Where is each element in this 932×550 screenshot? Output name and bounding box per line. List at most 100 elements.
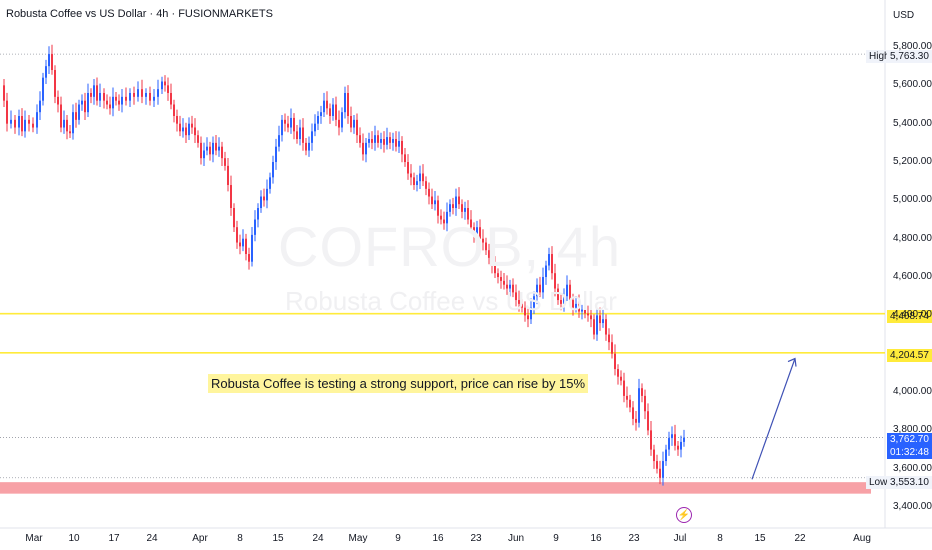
- candle-body: [109, 104, 111, 109]
- currency-label[interactable]: USD: [893, 10, 915, 21]
- candle-body: [203, 150, 205, 159]
- candle-body: [269, 177, 271, 189]
- candle-body: [121, 96, 123, 105]
- candle-body: [458, 196, 460, 205]
- x-tick-label: Mar: [25, 533, 43, 544]
- chart-title: Robusta Coffee vs US Dollar · 4h · FUSIO…: [6, 8, 273, 20]
- candle-body: [185, 127, 187, 136]
- candle-body: [245, 238, 247, 255]
- candle-body: [3, 85, 5, 101]
- candle-body: [311, 131, 313, 143]
- x-tick-label: 8: [237, 533, 243, 544]
- candle-body: [191, 123, 193, 128]
- candle-body: [617, 369, 619, 377]
- candle-body: [677, 445, 679, 450]
- candle-body: [650, 430, 652, 450]
- x-tick-label: Jul: [673, 533, 687, 544]
- candle-body: [170, 93, 172, 105]
- candle-body: [188, 123, 190, 136]
- candle-body: [32, 123, 34, 128]
- candle-body: [632, 407, 634, 419]
- projection-arrow: [751, 358, 796, 480]
- candle-body: [554, 273, 556, 289]
- candle-body: [491, 257, 493, 266]
- x-tick-label: 22: [794, 533, 806, 544]
- y-tick-label: 5,200.00: [893, 156, 932, 168]
- candle-body: [275, 146, 277, 163]
- annotation-text[interactable]: Robusta Coffee is testing a strong suppo…: [208, 374, 589, 393]
- candle-body: [539, 284, 541, 293]
- candle-body: [386, 137, 388, 145]
- x-tick-label: May: [348, 533, 368, 544]
- candle-body: [90, 93, 92, 97]
- watermark-symbol: COFROB, 4h: [278, 215, 621, 278]
- candle-body: [57, 96, 59, 105]
- candle-body: [28, 119, 30, 124]
- low-value-tag: 3,553.10: [887, 476, 932, 489]
- x-tick-label: 16: [590, 533, 602, 544]
- candle-body: [578, 303, 580, 312]
- candle-body: [680, 441, 682, 450]
- candle-body: [308, 142, 310, 151]
- y-tick-label: 3,800.00: [893, 424, 932, 436]
- candle-body: [54, 70, 56, 97]
- candle-body: [398, 140, 400, 147]
- candle-body: [129, 93, 131, 101]
- candle-body: [449, 204, 451, 212]
- candle-body: [527, 315, 529, 320]
- candle-body: [236, 227, 238, 243]
- candle-body: [596, 315, 598, 335]
- candle-body: [317, 116, 319, 124]
- candle-body: [389, 137, 391, 143]
- candle-body: [260, 196, 262, 209]
- candle-body: [653, 449, 655, 462]
- candle-body: [521, 303, 523, 308]
- high-value-tag: 5,763.30: [887, 50, 932, 63]
- candle-body: [599, 315, 601, 324]
- candle-body: [509, 284, 511, 289]
- candle-body: [263, 196, 265, 201]
- candle-body: [230, 185, 232, 209]
- candle-body: [248, 254, 250, 262]
- candle-body: [153, 96, 155, 101]
- candle-body: [551, 254, 553, 274]
- candle-body: [506, 284, 508, 289]
- y-tick-label: 5,800.00: [893, 41, 932, 52]
- candle-body: [590, 315, 592, 320]
- candle-body: [323, 100, 325, 113]
- last-price-tag: 3,762.70: [887, 433, 932, 446]
- candle-body: [164, 81, 166, 86]
- x-tick-label: 9: [395, 533, 401, 544]
- candle-body: [320, 112, 322, 117]
- candle-body: [302, 127, 304, 143]
- candle-body: [281, 119, 283, 136]
- candle-body: [665, 449, 667, 462]
- candle-body: [69, 131, 71, 134]
- candle-body: [84, 100, 86, 113]
- candle-body: [24, 119, 26, 132]
- candle-body: [662, 461, 664, 478]
- candle-body: [503, 280, 505, 285]
- y-tick-label: 4,400.00: [893, 309, 932, 321]
- candle-body: [161, 81, 163, 90]
- candle-body: [545, 265, 547, 278]
- high-label: High: [866, 50, 893, 63]
- candle-body: [674, 434, 676, 446]
- candle-body: [629, 399, 631, 408]
- candle-body: [605, 319, 607, 335]
- candle-body: [602, 319, 604, 324]
- candle-body: [566, 284, 568, 297]
- x-tick-label: 8: [717, 533, 723, 544]
- candle-body: [362, 142, 364, 155]
- candle-body: [593, 319, 595, 335]
- candle-body: [359, 135, 361, 143]
- candle-body: [99, 93, 101, 101]
- lightning-icon[interactable]: ⚡: [676, 507, 692, 523]
- candle-body: [380, 139, 382, 143]
- candle-body: [575, 303, 577, 308]
- candle-body: [401, 140, 403, 155]
- candle-body: [446, 211, 448, 224]
- watermark-name: Robusta Coffee vs US Dollar: [285, 286, 617, 316]
